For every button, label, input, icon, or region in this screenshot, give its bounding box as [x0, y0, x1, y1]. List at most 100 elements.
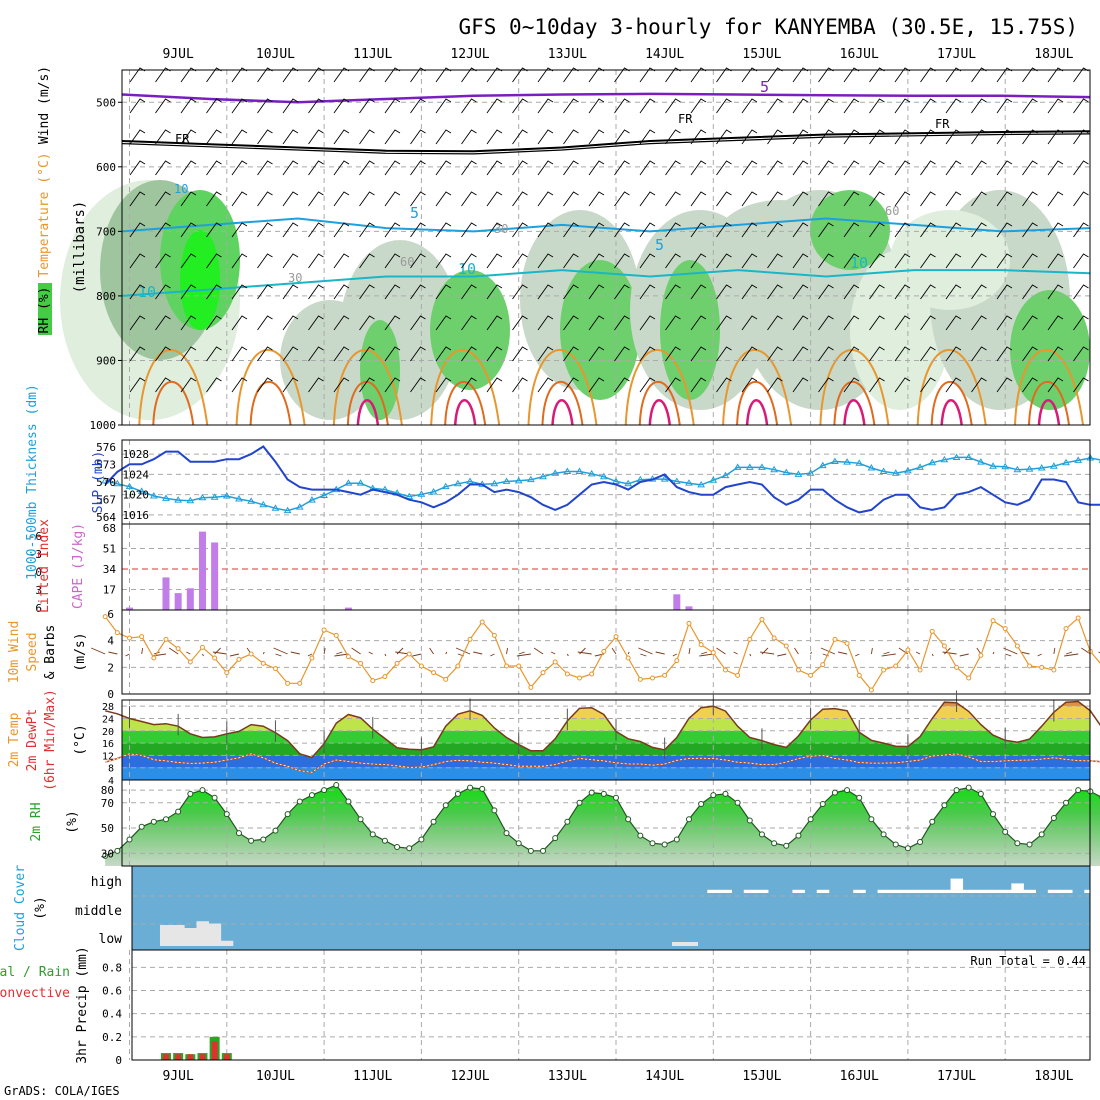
wind-barb	[384, 222, 401, 238]
wind-barb	[665, 129, 681, 145]
tick-label: -6	[29, 530, 42, 543]
wind-barb	[359, 346, 375, 362]
wind-barb	[614, 284, 630, 300]
wind-barb	[384, 98, 401, 114]
wind-barb-10m	[186, 651, 191, 655]
wind-barb	[512, 191, 528, 207]
wind-barb	[1022, 98, 1038, 114]
wind-barb	[894, 98, 911, 114]
wind-barb	[665, 98, 681, 114]
high-cloud-bar	[877, 889, 891, 893]
wind-barb	[512, 377, 528, 393]
high-cloud-bar	[901, 889, 915, 893]
wind-label: Wind (m/s)	[37, 66, 52, 144]
rh2m-ylabel: (%)	[65, 810, 80, 833]
wind-speed-point	[114, 630, 120, 636]
wind-barb	[843, 191, 860, 207]
wind-barb	[410, 315, 426, 331]
wind-barb	[971, 315, 987, 331]
wind-barb	[384, 284, 401, 300]
high-cloud-bar	[707, 889, 720, 893]
wind-barb	[1022, 191, 1038, 207]
rh-point	[758, 831, 765, 838]
wind-barb	[486, 191, 503, 207]
temp2m-label: 2m Temp	[7, 712, 22, 767]
wind-barb-10m	[810, 651, 813, 655]
thickness-point	[271, 504, 280, 511]
contour-label: 60	[885, 204, 899, 218]
wind-barb	[971, 346, 987, 362]
wind-speed-point	[589, 671, 595, 677]
wind-barb	[818, 284, 834, 300]
wind-speed-point	[893, 663, 899, 669]
wind-barb	[716, 315, 732, 331]
low-cloud-bar	[196, 921, 209, 946]
wind-barb	[231, 253, 248, 269]
temp-band	[122, 767, 1090, 780]
wind-barb	[1022, 253, 1038, 269]
wind-barb-10m	[323, 647, 326, 655]
day-label-top: 13JUL	[548, 47, 587, 62]
rh-point	[1026, 841, 1033, 848]
wind-barb	[282, 377, 299, 393]
wind-barb	[741, 284, 758, 300]
wind-barb	[869, 315, 885, 331]
rh-point	[540, 847, 547, 854]
thickness-point	[563, 467, 572, 474]
tick-label: 8	[108, 764, 114, 775]
wind-barb	[563, 346, 579, 362]
rh-point	[126, 836, 133, 843]
wind-barb	[588, 315, 605, 331]
cloud-level-label: low	[99, 932, 123, 947]
wind-barb	[1047, 98, 1064, 114]
thickness-label: 1000-500mb Thickness (dm)	[25, 384, 40, 580]
temp-contour-warm	[444, 380, 487, 426]
wind-barb-10m	[141, 647, 144, 655]
wind-barb	[180, 377, 197, 393]
wind-barb	[1073, 377, 1089, 393]
wind-barb	[308, 284, 324, 300]
wind-barb	[1022, 377, 1038, 393]
thickness-point	[514, 476, 523, 484]
rh-point	[442, 802, 449, 809]
wind-barb	[333, 191, 350, 207]
wind-barb	[333, 222, 350, 238]
wind-barb	[180, 253, 197, 269]
day-label-bottom: 10JUL	[256, 1069, 295, 1084]
temp-contour-hot	[1037, 399, 1061, 426]
wind-barb	[282, 222, 299, 238]
wind-barb-10m	[611, 647, 617, 655]
precip-ylabel: 3hr Precip (mm)	[75, 946, 90, 1063]
wind-barb	[920, 253, 936, 269]
wind-speed-point	[637, 676, 643, 682]
wind-barb	[1073, 129, 1089, 145]
wind-barb	[971, 284, 987, 300]
wind-barb	[920, 222, 936, 238]
rh-point	[965, 784, 972, 791]
rh-point	[369, 831, 376, 838]
wind-barb	[257, 315, 273, 331]
tick-label: 576	[96, 441, 116, 454]
wind-speed-point	[954, 664, 960, 670]
rh-point	[831, 789, 838, 796]
wind-barb	[180, 160, 197, 176]
wind-barb	[129, 377, 146, 393]
wind-barb	[180, 191, 197, 207]
wind-barb	[920, 160, 936, 176]
wind-barb	[792, 253, 809, 269]
wind-speed-point	[941, 643, 947, 649]
precip-convective-bar	[162, 1054, 169, 1060]
wind-barb	[792, 377, 809, 393]
day-label-bottom: 12JUL	[450, 1069, 489, 1084]
wind-barb	[792, 222, 809, 238]
precip-frame	[131, 949, 1091, 1061]
freezing-level-line	[121, 133, 1091, 155]
slp-thickness-panel: 576 573 570 567 564 1028 1024 1020 1016	[96, 440, 1100, 524]
tick-label: 50	[101, 822, 114, 835]
wind-barb	[588, 253, 605, 269]
wind-barb	[282, 160, 299, 176]
rh-point	[904, 845, 911, 852]
thickness-point	[843, 458, 851, 465]
wind-barb-10m	[640, 653, 647, 657]
wind-barb	[767, 129, 783, 145]
